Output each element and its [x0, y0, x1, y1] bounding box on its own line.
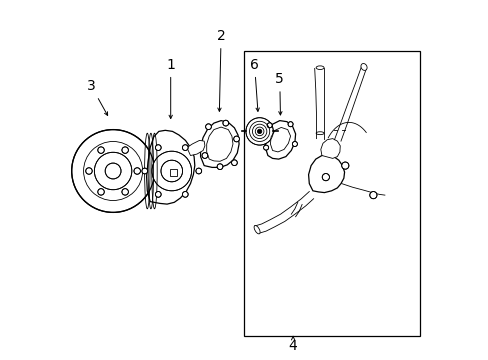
Text: 5: 5: [275, 72, 284, 115]
Bar: [170, 169, 177, 176]
Circle shape: [105, 163, 121, 179]
Circle shape: [134, 168, 140, 174]
Circle shape: [341, 162, 348, 169]
Ellipse shape: [316, 66, 324, 69]
Text: 3: 3: [87, 80, 107, 116]
Text: 6: 6: [250, 58, 259, 111]
Circle shape: [98, 147, 104, 153]
Circle shape: [322, 174, 329, 181]
Circle shape: [217, 164, 223, 170]
Circle shape: [196, 168, 201, 174]
Circle shape: [122, 147, 128, 153]
Circle shape: [257, 129, 261, 134]
Circle shape: [98, 189, 104, 195]
Circle shape: [263, 145, 268, 150]
Circle shape: [182, 192, 188, 197]
Circle shape: [155, 145, 161, 150]
Polygon shape: [270, 127, 290, 152]
Circle shape: [202, 153, 207, 158]
Text: 1: 1: [166, 58, 175, 118]
Polygon shape: [265, 121, 295, 159]
Text: 2: 2: [216, 29, 225, 111]
Circle shape: [205, 124, 211, 130]
Circle shape: [142, 168, 147, 174]
Polygon shape: [308, 155, 344, 193]
Polygon shape: [320, 139, 340, 158]
Circle shape: [266, 123, 272, 128]
Circle shape: [182, 145, 188, 150]
Circle shape: [245, 118, 273, 145]
Bar: [244, 51, 419, 336]
Circle shape: [292, 141, 297, 147]
Circle shape: [223, 120, 228, 126]
Text: 4: 4: [288, 336, 297, 353]
Circle shape: [369, 192, 376, 199]
Circle shape: [287, 122, 292, 127]
Circle shape: [94, 152, 132, 190]
Polygon shape: [206, 127, 232, 161]
Circle shape: [122, 189, 128, 195]
Circle shape: [72, 130, 154, 212]
Circle shape: [161, 160, 182, 182]
Ellipse shape: [360, 63, 366, 71]
Ellipse shape: [254, 225, 260, 234]
Circle shape: [233, 136, 239, 142]
Circle shape: [152, 151, 191, 191]
Circle shape: [155, 192, 161, 197]
Circle shape: [85, 168, 92, 174]
Polygon shape: [186, 140, 204, 156]
Circle shape: [231, 160, 237, 166]
Polygon shape: [146, 130, 194, 204]
Polygon shape: [200, 121, 239, 167]
